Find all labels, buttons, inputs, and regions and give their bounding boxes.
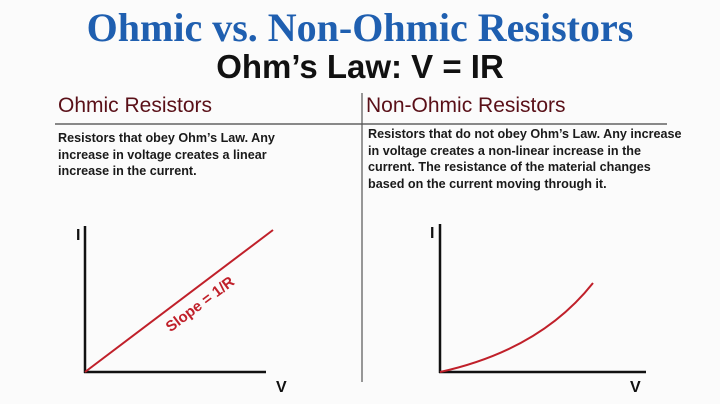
slide-title: Ohmic vs. Non-Ohmic Resistors [86, 5, 634, 50]
non-ohmic-heading: Non-Ohmic Resistors [366, 94, 566, 117]
ohmic-heading: Ohmic Resistors [58, 94, 213, 117]
non-ohmic-y-label: I [430, 225, 434, 242]
ohms-law-formula: Ohm’s Law: V = IR [216, 48, 504, 85]
ohmic-x-label: V [276, 379, 287, 396]
non-ohmic-curve [439, 282, 594, 373]
non-ohmic-x-label: V [630, 379, 641, 396]
non-ohmic-description: Resistors that do not obey Ohm’s Law. An… [368, 127, 682, 191]
ohmic-linear-line [84, 229, 274, 373]
ohmic-description: Resistors that obey Ohm’s Law. Any incre… [58, 131, 275, 178]
ohmic-y-label: I [76, 227, 80, 244]
